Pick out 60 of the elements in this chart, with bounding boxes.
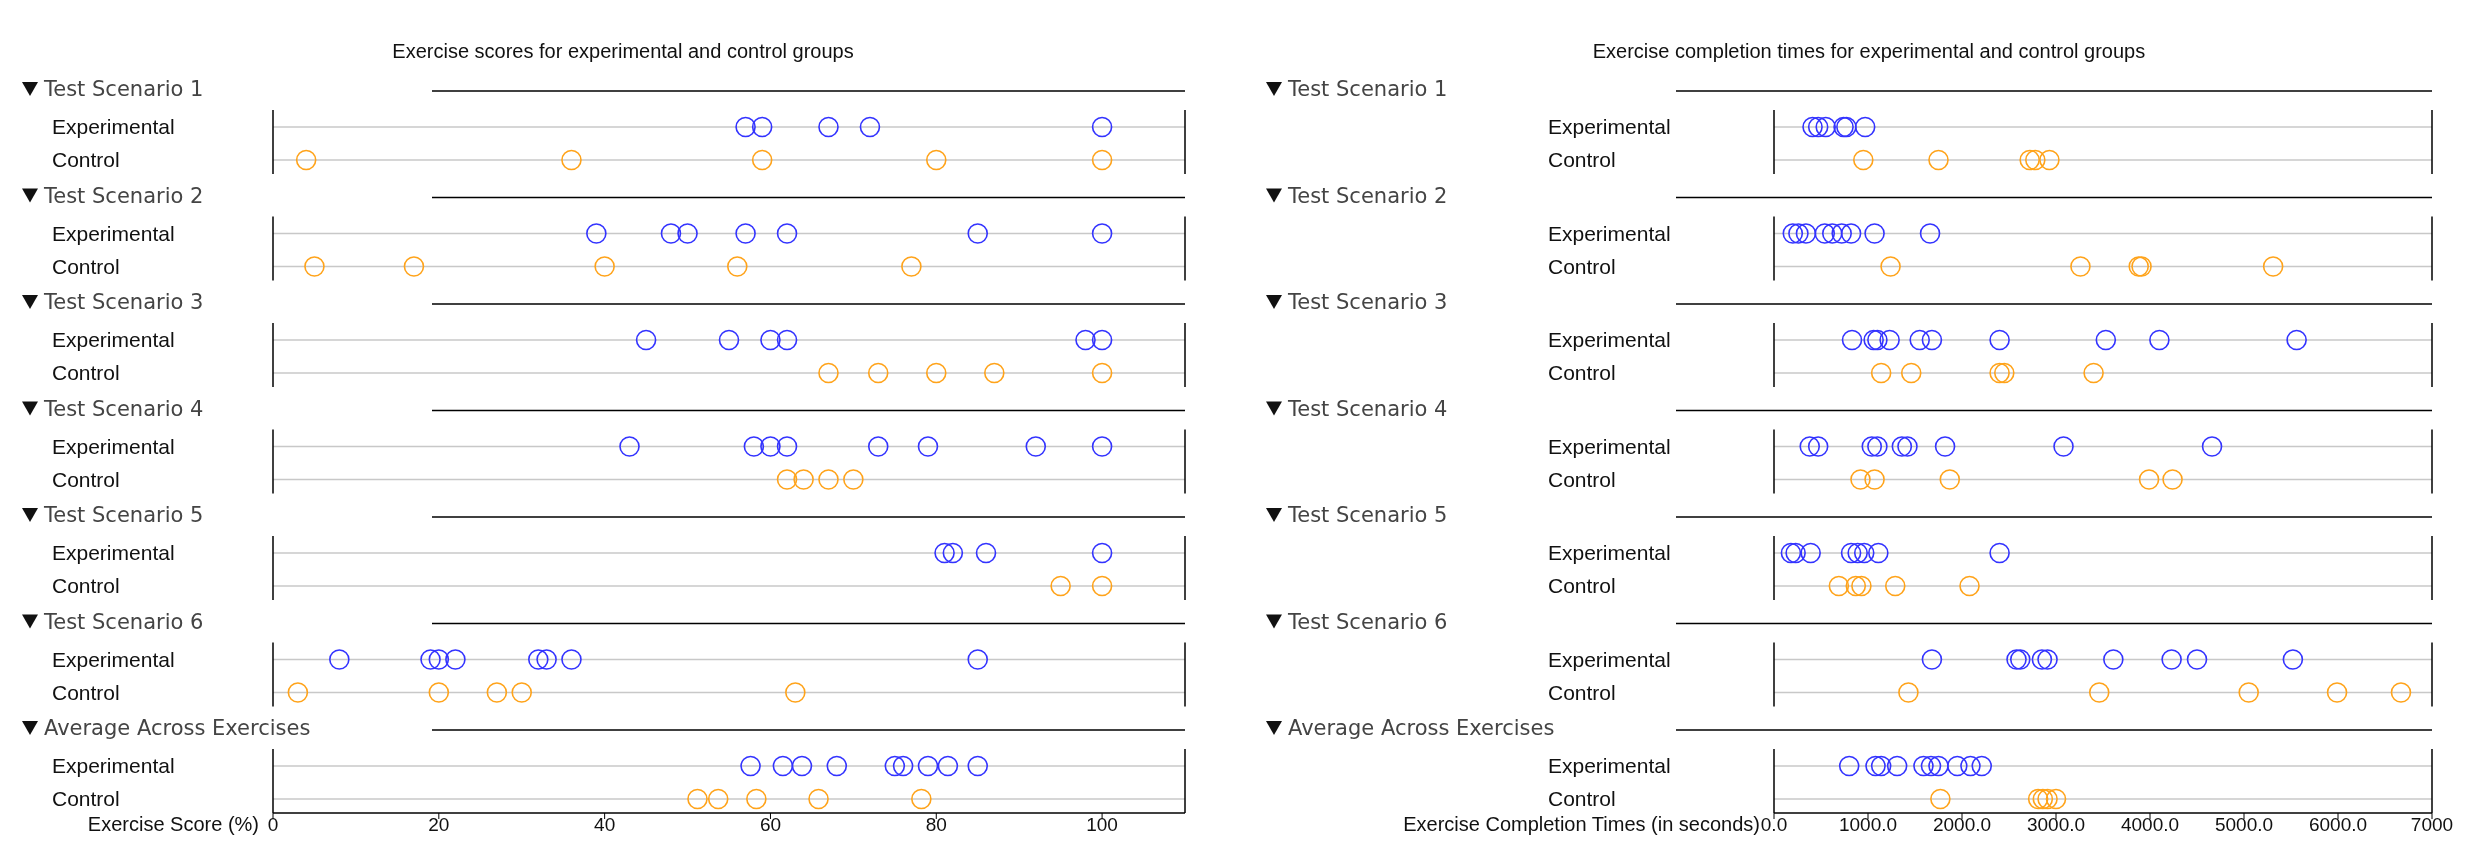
- y-tick-label: Experimental: [52, 647, 175, 671]
- y-tick-label: Experimental: [1548, 647, 1671, 671]
- x-tick-label: 100: [1086, 814, 1118, 835]
- x-tick-label: 0: [267, 814, 279, 835]
- text: Test Scenario 2: [1287, 183, 1448, 208]
- y-tick-label: Experimental: [1548, 541, 1671, 565]
- y-tick-label: Control: [52, 467, 120, 491]
- x-tick-label: 40: [594, 814, 616, 835]
- y-tick-label: Experimental: [1548, 328, 1671, 352]
- text: Test Scenario 6: [1287, 609, 1448, 634]
- x-tick-label: 3000.0: [2026, 814, 2086, 835]
- x-tick-label: 0.0: [1760, 814, 1788, 835]
- y-tick-label: Experimental: [1548, 221, 1671, 245]
- x-axis-title: Exercise Completion Times (in seconds): [1403, 813, 1760, 835]
- chart-title: Exercise scores for experimental and control groups: [392, 40, 854, 62]
- y-tick-label: Experimental: [52, 541, 175, 565]
- x-tick-label: 20: [428, 814, 450, 835]
- x-tick-label: 5000.0: [2214, 814, 2274, 835]
- x-tick-label: 2000.0: [1932, 814, 1992, 835]
- chart-subtitle: Test Scenario 6: [43, 609, 204, 634]
- y-tick-label: Control: [1548, 148, 1616, 172]
- y-tick-label: Experimental: [1548, 434, 1671, 458]
- chart-subtitle: Test Scenario 1: [43, 77, 204, 102]
- y-tick-label: Control: [1548, 574, 1616, 598]
- y-tick-label: Control: [52, 148, 120, 172]
- y-tick-label: Experimental: [52, 115, 175, 139]
- x-tick-label: 60: [759, 814, 782, 835]
- x-tick-label: 80: [925, 814, 947, 835]
- chart-subtitle: Test Scenario 3: [43, 290, 204, 315]
- y-tick-label: Control: [52, 254, 120, 278]
- chart-subtitle: Test Scenario 4: [43, 396, 204, 421]
- y-tick-label: Control: [1548, 467, 1616, 491]
- y-tick-label: Control: [1548, 361, 1616, 385]
- y-tick-label: Control: [52, 680, 120, 704]
- y-tick-label: Control: [52, 787, 120, 811]
- x-tick-label: 4000.0: [2120, 814, 2180, 835]
- text: Test Scenario 4: [1287, 396, 1448, 421]
- y-tick-label: Experimental: [1548, 754, 1671, 778]
- y-tick-label: Control: [52, 574, 120, 598]
- y-tick-label: Experimental: [1548, 115, 1671, 139]
- x-tick-label: 6000.0: [2308, 814, 2368, 835]
- text: Test Scenario 5: [1287, 503, 1448, 528]
- chart-subtitle: Average Across Exercises: [44, 716, 311, 741]
- chart-title: Exercise completion times for experimental and control groups: [1592, 40, 2146, 62]
- y-tick-label: Experimental: [52, 754, 175, 778]
- x-tick-label: 1000.0: [1838, 814, 1898, 835]
- chart-subtitle: Test Scenario 2: [43, 183, 204, 208]
- x-tick-label: 7000: [2410, 814, 2454, 835]
- y-tick-label: Control: [1548, 680, 1616, 704]
- y-tick-label: Control: [1548, 254, 1616, 278]
- text: Test Scenario 1: [1287, 77, 1448, 102]
- text: Average Across Exercises: [1288, 716, 1555, 741]
- x-axis-title: Exercise Score (%): [87, 813, 259, 835]
- y-tick-label: Control: [1548, 787, 1616, 811]
- y-tick-label: Control: [52, 361, 120, 385]
- y-tick-label: Experimental: [52, 221, 175, 245]
- y-tick-label: Experimental: [52, 434, 175, 458]
- chart-subtitle: Test Scenario 5: [43, 503, 204, 528]
- y-tick-label: Experimental: [52, 328, 175, 352]
- text: Test Scenario 3: [1287, 290, 1448, 315]
